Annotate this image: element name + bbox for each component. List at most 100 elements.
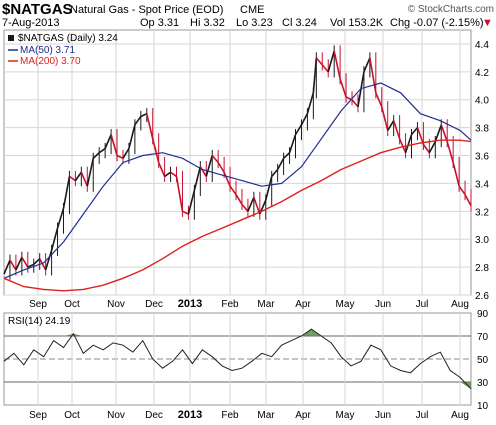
rsi-oversold-fill	[460, 382, 471, 389]
price-x-tick-label: Apr	[295, 299, 311, 310]
price-x-tick-label: Jul	[416, 299, 429, 310]
price-segment	[157, 162, 166, 177]
price-segment	[464, 194, 472, 207]
price-y-tick-label: 2.6	[475, 291, 489, 302]
rsi-y-tick-label: 10	[477, 401, 489, 412]
rsi-x-tick-label: Sep	[29, 410, 47, 421]
price-segment	[211, 155, 219, 164]
price-segment	[3, 259, 11, 275]
price-segment	[134, 116, 142, 126]
price-segment	[271, 168, 279, 177]
price-segment	[247, 197, 255, 212]
rsi-overbought-fill	[63, 333, 74, 336]
price-segment	[74, 171, 82, 182]
price-x-tick-label: Aug	[451, 299, 469, 310]
low-label: Lo 3.23	[236, 17, 273, 29]
price-y-tick-label: 3.0	[475, 235, 489, 246]
exchange-label: CME	[240, 4, 264, 16]
price-x-tick-label: Sep	[29, 299, 47, 310]
price-segment	[92, 152, 100, 159]
price-segment	[193, 166, 202, 191]
price-segment	[50, 227, 59, 251]
price-segment	[452, 162, 460, 187]
price-segment	[104, 134, 112, 149]
price-y-tick-label: 3.2	[475, 207, 489, 218]
price-segment	[440, 124, 448, 142]
legend-price: $NATGAS (Daily) 3.24	[18, 33, 118, 44]
price-series	[3, 45, 472, 292]
price-y-tick-label: 4.2	[475, 68, 489, 79]
rsi-x-tick-label: Nov	[107, 410, 125, 421]
price-grid	[4, 30, 471, 296]
price-segment	[128, 124, 136, 149]
price-x-tick-label: Jun	[375, 299, 391, 310]
price-segment	[33, 258, 41, 265]
price-segment	[110, 134, 118, 156]
price-segment	[253, 197, 261, 215]
price-segment	[351, 99, 359, 108]
price-segment	[264, 176, 273, 201]
rsi-x-tick-label: Jun	[375, 410, 391, 421]
price-segment	[164, 171, 172, 178]
rsi-x-tick-label: Apr	[295, 410, 311, 421]
price-segment	[428, 141, 437, 154]
change-down-icon: ▼	[482, 17, 493, 29]
rsi-x-tick-label: Oct	[64, 410, 80, 421]
price-y-tick-label: 3.6	[475, 152, 489, 163]
rsi-y-tick-label: 50	[477, 355, 489, 366]
high-label: Hi 3.32	[190, 17, 225, 29]
rsi-x-tick-label: Feb	[221, 410, 239, 421]
rsi-x-tick-label: 2013	[178, 409, 202, 421]
price-segment	[363, 57, 371, 73]
price-segment	[369, 57, 377, 93]
price-x-tick-label: Feb	[221, 299, 239, 310]
price-segment	[306, 92, 315, 114]
price-segment	[333, 50, 341, 79]
price-y-tick-label: 4.4	[475, 40, 489, 51]
price-segment	[241, 203, 249, 212]
price-segment	[315, 57, 323, 66]
rsi-y-tick-label: 30	[477, 378, 489, 389]
price-segment	[21, 256, 29, 268]
price-segment	[205, 155, 213, 177]
price-segment	[404, 134, 413, 153]
rsi-x-tick-label: Dec	[145, 410, 163, 421]
price-segment	[15, 256, 23, 271]
price-segment	[380, 106, 389, 131]
price-segment	[44, 250, 53, 271]
change-label: Chg -0.07 (-2.15%)	[390, 17, 484, 29]
price-x-tick-label: 2013	[178, 298, 202, 310]
price-x-tick-label: Nov	[107, 299, 125, 310]
rsi-overbought-fill	[73, 333, 84, 336]
watermark: © StockCharts.com	[408, 4, 494, 15]
price-y-axis: 2.6 2.8 3.0 3.2 3.4 3.6 3.8 4.0 4.2 4.4	[475, 40, 489, 302]
price-segment	[235, 194, 243, 205]
date-label: 7-Aug-2013	[2, 17, 60, 29]
price-segment	[398, 138, 407, 154]
price-x-axis: Sep Oct Nov Dec 2013 Feb Mar Apr May Jun Jul Aug	[29, 298, 469, 310]
price-segment	[434, 124, 443, 142]
price-segment	[86, 158, 95, 187]
rsi-x-tick-label: Aug	[451, 410, 469, 421]
price-segment	[410, 127, 419, 136]
legend-ma200: MA(200) 3.70	[20, 56, 81, 67]
legend-price-swatch	[8, 35, 14, 41]
symbol-title: $NATGAS	[2, 1, 73, 18]
price-y-tick-label: 3.8	[475, 124, 489, 135]
price-segment	[98, 147, 106, 154]
price-segment	[446, 141, 454, 163]
rsi-y-tick-label: 70	[477, 332, 489, 343]
rsi-line	[3, 328, 472, 390]
price-segment	[387, 120, 395, 131]
price-segment	[458, 185, 466, 196]
price-segment	[288, 134, 297, 153]
rsi-x-tick-label: May	[336, 410, 355, 421]
price-panel	[3, 29, 472, 296]
price-segment	[283, 152, 291, 159]
price-y-tick-label: 4.0	[475, 96, 489, 107]
rsi-x-axis: Sep Oct Nov Dec 2013 Feb Mar Apr May Jun Jul Aug	[29, 409, 469, 421]
price-segment	[140, 112, 148, 118]
price-segment	[392, 120, 401, 140]
price-x-tick-label: May	[336, 299, 355, 310]
